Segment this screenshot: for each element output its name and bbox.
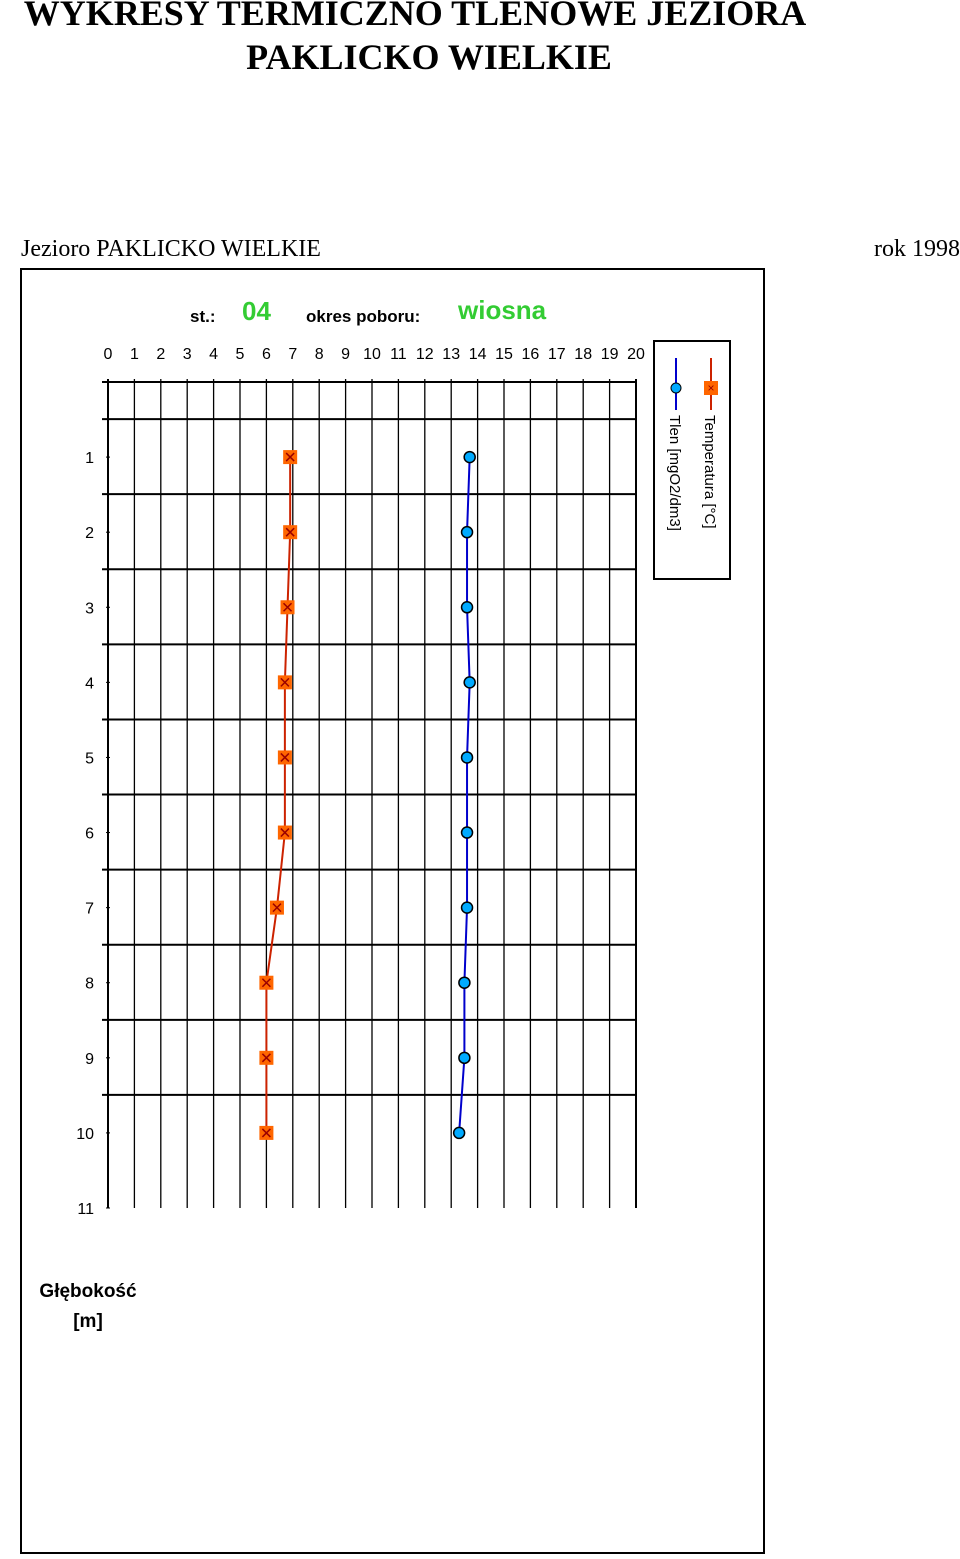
temperature-point-cross <box>261 1128 271 1138</box>
x-tick-label: 4 <box>209 346 218 363</box>
temperature-point-cross <box>272 903 282 913</box>
grid <box>102 379 637 1208</box>
x-tick-label: 15 <box>495 346 513 363</box>
y-axis-label-line1: Głębokość <box>39 1281 137 1302</box>
oxygen-point <box>458 1051 471 1065</box>
station-value: 04 <box>242 296 271 326</box>
x-tick-label: 5 <box>236 346 245 363</box>
x-tick-label: 19 <box>601 346 619 363</box>
period-label: okres poboru: <box>306 307 420 326</box>
oxygen-series-line <box>458 457 471 1133</box>
page-title-line2: PAKLICKO WIELKIE <box>246 37 612 77</box>
legend-temperature-x: × <box>707 381 714 395</box>
x-tick-label: 13 <box>442 346 460 363</box>
y-tick-label: 11 <box>77 1201 94 1218</box>
y-tick-label: 6 <box>85 826 94 843</box>
x-tick-label: 18 <box>574 346 592 363</box>
y-tick-label: 3 <box>85 600 94 617</box>
x-tick-label: 20 <box>627 346 645 363</box>
x-tick-label: 9 <box>341 346 350 363</box>
x-tick-label: 8 <box>315 346 324 363</box>
y-tick-label: 2 <box>85 525 94 542</box>
x-tick-label: 0 <box>104 346 113 363</box>
x-tick-label: 16 <box>522 346 540 363</box>
x-tick-label: 10 <box>363 346 381 363</box>
y-tick-label: 10 <box>76 1126 94 1143</box>
series-layer <box>259 450 476 1140</box>
x-axis: 0 1 2 3 4 5 6 7 8 9 10 11 12 13 14 15 16 17 18 19 20 <box>104 346 645 363</box>
x-tick-label: 12 <box>416 346 434 363</box>
x-tick-label: 1 <box>130 346 139 363</box>
y-tick-label: 4 <box>85 675 94 692</box>
y-axis: 1 2 3 4 5 6 7 8 9 10 11 <box>76 450 110 1218</box>
legend-box <box>653 340 731 580</box>
legend-temperature-marker <box>704 381 718 395</box>
y-tick-label: 9 <box>85 1051 94 1068</box>
temperature-point-cross <box>280 828 290 838</box>
oxygen-point <box>452 1126 466 1140</box>
y-axis-label-line2: [m] <box>73 1311 103 1332</box>
x-tick-label: 7 <box>288 346 297 363</box>
year-label: rok 1998 <box>874 236 960 262</box>
y-tick-label: 8 <box>85 976 94 993</box>
oxygen-point <box>463 676 476 689</box>
oxygen-point <box>460 601 474 614</box>
lake-name: Jezioro PAKLICKO WIELKIE <box>21 236 321 262</box>
temperature-series-line <box>265 457 292 1133</box>
legend-temperature-label: Temperatura [°C] <box>701 415 718 529</box>
temperature-point-cross <box>280 752 290 762</box>
x-tick-label: 17 <box>548 346 566 363</box>
legend-oxygen-marker <box>670 382 682 394</box>
oxygen-point <box>460 751 474 764</box>
legend: × Temperatura [°C] Tlen [mgO2/dm3] <box>653 340 731 580</box>
x-tick-label: 3 <box>183 346 192 363</box>
temperature-point-cross <box>285 527 295 537</box>
page-title-line1: WYKRESY TERMICZNO TLENOWE JEZIORA <box>23 0 807 33</box>
y-tick-label: 7 <box>85 901 94 918</box>
x-tick-label: 11 <box>390 346 407 363</box>
temperature-point-cross <box>285 452 295 462</box>
legend-oxygen-label: Tlen [mgO2/dm3] <box>666 415 683 531</box>
y-tick-label: 5 <box>85 750 94 767</box>
temperature-point-cross <box>261 978 271 988</box>
x-tick-label: 2 <box>156 346 165 363</box>
x-tick-label: 6 <box>262 346 271 363</box>
x-tick-label: 14 <box>469 346 487 363</box>
oxygen-point <box>458 976 471 989</box>
period-value: wiosna <box>457 295 547 325</box>
oxygen-point <box>460 826 474 839</box>
temperature-point-cross <box>282 602 293 612</box>
temperature-point-cross <box>261 1053 271 1063</box>
station-label: st.: <box>190 307 216 326</box>
oxygen-point <box>460 525 474 539</box>
temperature-point-cross <box>280 677 290 687</box>
oxygen-point <box>460 901 474 914</box>
oxygen-point <box>463 450 476 464</box>
y-tick-label: 1 <box>85 450 94 467</box>
